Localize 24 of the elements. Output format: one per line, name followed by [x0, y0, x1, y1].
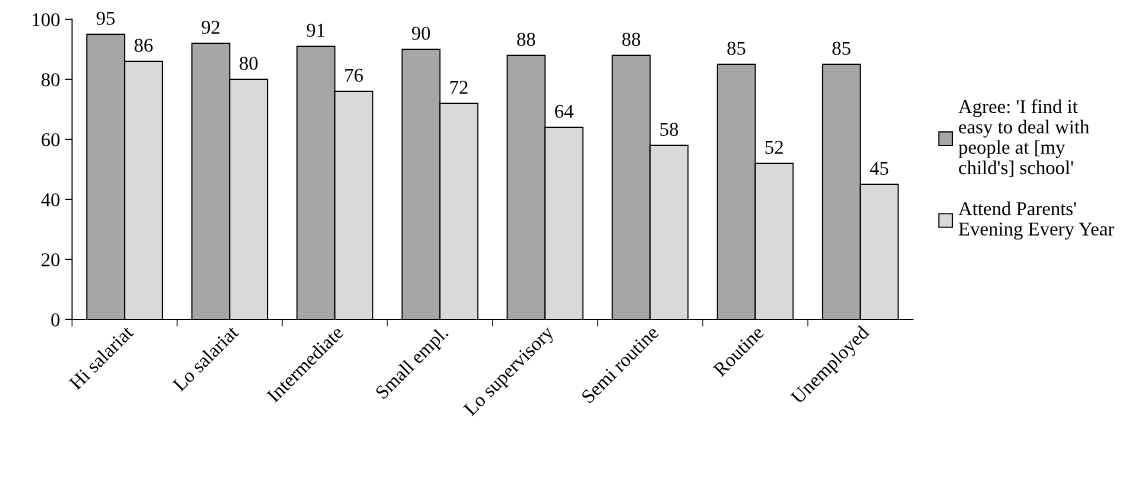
- data-label: 85: [832, 41, 851, 55]
- y-tick-label: 20: [41, 253, 60, 267]
- data-label: 76: [345, 68, 363, 82]
- y-tick-label: 60: [41, 133, 60, 147]
- data-label: 88: [517, 32, 536, 46]
- data-label: 64: [555, 104, 574, 118]
- y-tick-label: 40: [41, 193, 60, 207]
- data-label: 72: [450, 80, 468, 94]
- data-label: 85: [727, 41, 746, 55]
- y-tick-label: 100: [32, 13, 60, 27]
- data-label: 52: [765, 140, 783, 154]
- data-label: 90: [411, 26, 430, 40]
- y-tick-label: 0: [51, 313, 60, 327]
- data-label: 91: [306, 23, 325, 37]
- data-label: 80: [239, 56, 258, 70]
- data-label: 58: [660, 122, 679, 136]
- legend-label: Attend Parents' Evening Every Year: [958, 201, 1115, 240]
- data-label: 86: [134, 38, 153, 52]
- data-label: 95: [96, 11, 115, 25]
- legend-label: Agree: 'I find it easy to deal with people at [my child's] school': [958, 99, 1090, 177]
- y-tick-label: 80: [41, 73, 60, 87]
- data-label: 88: [622, 32, 641, 46]
- data-label: 92: [201, 20, 220, 34]
- data-label: 45: [869, 161, 889, 175]
